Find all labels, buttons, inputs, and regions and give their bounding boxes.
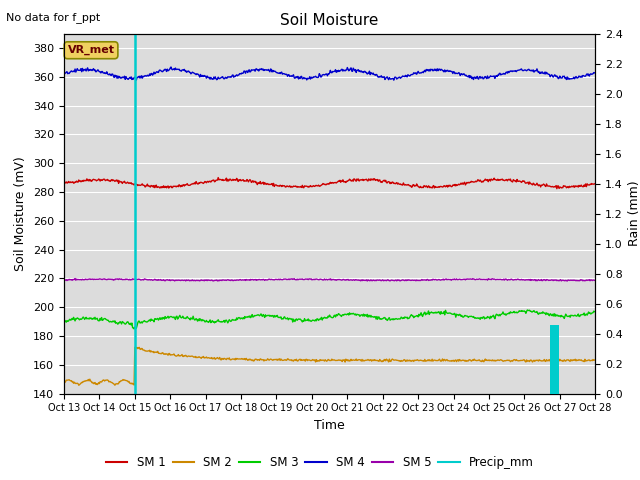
SM 3	[524, 307, 531, 313]
SM 3	[131, 326, 138, 332]
SM 5	[71, 276, 79, 281]
SM 2	[411, 357, 419, 363]
SM 4	[124, 76, 132, 82]
SM 3	[60, 318, 68, 324]
SM 3	[591, 309, 598, 314]
SM 2	[180, 354, 188, 360]
Text: No data for f_ppt: No data for f_ppt	[6, 12, 100, 23]
SM 2	[60, 379, 68, 385]
Line: SM 5: SM 5	[64, 278, 595, 281]
SM 4	[591, 70, 598, 76]
SM 4	[207, 74, 214, 80]
SM 1	[124, 180, 132, 186]
X-axis label: Time: Time	[314, 419, 345, 432]
SM 3	[179, 313, 187, 319]
SM 1	[178, 183, 186, 189]
SM 2	[75, 383, 83, 388]
SM 5	[394, 277, 402, 283]
SM 5	[60, 277, 68, 283]
SM 5	[591, 277, 598, 283]
SM 1	[206, 179, 214, 184]
SM 4	[390, 77, 397, 83]
SM 1	[70, 180, 77, 186]
SM 4	[60, 72, 68, 78]
SM 5	[410, 277, 417, 283]
Text: VR_met: VR_met	[68, 45, 115, 55]
SM 1	[394, 180, 402, 186]
SM 2	[395, 358, 403, 364]
SM 2	[132, 344, 140, 350]
Title: Soil Moisture: Soil Moisture	[280, 13, 379, 28]
SM 3	[394, 316, 402, 322]
Line: SM 1: SM 1	[64, 178, 595, 189]
Y-axis label: Soil Moisture (mV): Soil Moisture (mV)	[15, 156, 28, 271]
SM 3	[70, 314, 77, 320]
SM 2	[125, 379, 132, 384]
SM 5	[125, 277, 132, 283]
SM 3	[124, 319, 132, 325]
Y-axis label: Rain (mm): Rain (mm)	[628, 181, 640, 246]
SM 4	[167, 64, 175, 70]
SM 2	[70, 381, 77, 386]
SM 5	[70, 276, 77, 282]
SM 2	[208, 355, 216, 360]
SM 5	[563, 278, 571, 284]
SM 1	[410, 182, 417, 188]
SM 5	[179, 277, 187, 283]
Line: SM 3: SM 3	[64, 310, 595, 329]
Line: SM 4: SM 4	[64, 67, 595, 80]
Line: SM 2: SM 2	[64, 347, 595, 385]
SM 4	[411, 70, 419, 76]
SM 1	[60, 180, 68, 186]
SM 2	[591, 357, 598, 363]
SM 4	[179, 67, 187, 72]
SM 1	[591, 181, 598, 187]
SM 4	[70, 68, 77, 74]
Legend: SM 1, SM 2, SM 3, SM 4, SM 5, Precip_mm: SM 1, SM 2, SM 3, SM 4, SM 5, Precip_mm	[101, 452, 539, 474]
SM 4	[395, 74, 403, 80]
SM 1	[214, 175, 222, 180]
SM 3	[207, 320, 214, 325]
Bar	[550, 324, 559, 394]
SM 1	[553, 186, 561, 192]
SM 5	[207, 277, 214, 283]
SM 3	[410, 315, 417, 321]
